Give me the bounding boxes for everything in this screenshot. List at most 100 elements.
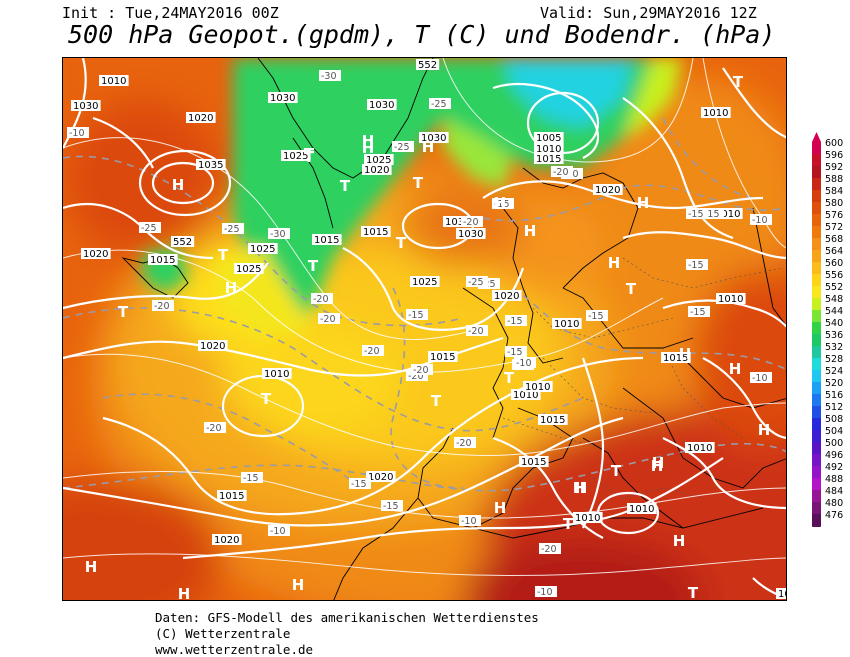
legend-swatch (812, 394, 821, 406)
pressure-label: 1015 (430, 352, 455, 363)
pressure-label-bg (99, 75, 129, 86)
legend-swatch (812, 226, 821, 238)
pressure-label: 1010 (525, 382, 550, 393)
low-marker: T (340, 177, 351, 195)
legend-swatch (812, 262, 821, 274)
pressure-label-bg (148, 254, 178, 265)
legend-swatch (812, 358, 821, 370)
pressure-label-bg (534, 132, 564, 143)
legend-level-label: 556 (825, 270, 843, 281)
temperature-label-bg (318, 313, 340, 324)
temperature-label: -20 (320, 314, 336, 325)
legend-level-label: 524 (825, 366, 843, 377)
temperature-label-bg (478, 278, 500, 289)
temperature-label-bg (411, 364, 433, 375)
temperature-label: -15 (507, 316, 523, 327)
legend-level-label: 552 (825, 282, 843, 293)
legend-swatch (812, 214, 821, 226)
low-marker: T (118, 303, 129, 321)
legend-level-label: 496 (825, 450, 843, 461)
pressure-label: 1010 (554, 319, 579, 330)
temperature-label: -20 (408, 371, 424, 382)
temperature-label-bg (514, 357, 536, 368)
pressure-label: 1020 (364, 165, 389, 176)
pressure-label-bg (701, 107, 731, 118)
low-marker: T (261, 390, 272, 408)
legend-arrow-bottom (812, 526, 821, 536)
pressure-label: 1020 (494, 291, 519, 302)
legend-level-label: 484 (825, 486, 843, 497)
high-marker: H (362, 139, 375, 157)
pressure-label: 1010 (718, 294, 743, 305)
pressure-label-bg (212, 534, 242, 545)
temperature-label: -10 (516, 358, 532, 369)
low-marker: T (304, 145, 315, 163)
pressure-label: 1015 (219, 491, 244, 502)
pressure-label: 552 (173, 237, 192, 248)
pressure-label: 1010 (536, 144, 561, 155)
pressure-label-bg (248, 243, 278, 254)
legend-swatch (812, 142, 821, 154)
footer-website: www.wetterzentrale.de (155, 642, 314, 657)
legend-swatch (812, 478, 821, 490)
legend-swatch (812, 298, 821, 310)
temperature-label-bg (750, 372, 772, 383)
pressure-label-bg (627, 503, 657, 514)
pressure-label: 1025 (366, 155, 391, 166)
high-marker: H (608, 254, 621, 272)
high-marker: H (225, 279, 238, 297)
legend-swatch (812, 154, 821, 166)
pressure-label: 1025 (412, 277, 437, 288)
temperature-label-bg (459, 515, 481, 526)
pressure-label: 1020 (214, 535, 239, 546)
pressure-label-bg (268, 92, 298, 103)
high-marker: H (573, 479, 586, 497)
legend-swatch (812, 466, 821, 478)
legend-swatch (812, 274, 821, 286)
legend-level-label: 520 (825, 378, 843, 389)
temperature-label-bg (406, 370, 428, 381)
temperature-label: -30 (270, 229, 286, 240)
legend-level-label: 572 (825, 222, 843, 233)
temperature-label: -10 (752, 373, 768, 384)
temperature-label-bg (139, 222, 161, 233)
temperature-label: -20 (463, 217, 479, 228)
temperature-label-bg (461, 216, 483, 227)
legend-level-label: 528 (825, 354, 843, 365)
temperature-label: -25 (468, 277, 484, 288)
legend-swatch (812, 334, 821, 346)
pressure-label: 1030 (445, 217, 470, 228)
temperature-label: -10 (752, 215, 768, 226)
pressure-label-bg (416, 59, 440, 70)
temperature-label-bg (268, 228, 290, 239)
pressure-label: 1020 (595, 185, 620, 196)
pressure-label: 1020 (200, 341, 225, 352)
temperature-label-bg (67, 127, 89, 138)
high-marker: H (85, 558, 98, 576)
pressure-label-bg (593, 184, 623, 195)
legend-swatch (812, 406, 821, 418)
legend-level-label: 564 (825, 246, 843, 257)
high-marker: H (729, 360, 742, 378)
temperature-label: -10 (270, 526, 286, 537)
temperature-label: -15 (351, 479, 367, 490)
low-marker: T (626, 280, 637, 298)
low-marker: T (413, 174, 424, 192)
high-marker: H (422, 138, 435, 156)
legend-swatch (812, 514, 821, 526)
pressure-label: 1030 (458, 229, 483, 240)
legend-level-label: 476 (825, 510, 843, 521)
temperature-label-bg (381, 500, 403, 511)
pressure-label: 1010 (513, 390, 538, 401)
temperature-label: -20 (456, 438, 472, 449)
pressure-label: 1010 (629, 504, 654, 515)
legend-swatch (812, 286, 821, 298)
pressure-label-bg (171, 236, 195, 247)
temperature-label: -10 (69, 128, 85, 139)
high-marker: H (673, 532, 686, 550)
legend-level-label: 584 (825, 186, 843, 197)
pressure-label: 1015 (540, 415, 565, 426)
legend-swatch (812, 190, 821, 202)
temperature-label-bg (454, 437, 476, 448)
pressure-label-bg (281, 150, 311, 161)
